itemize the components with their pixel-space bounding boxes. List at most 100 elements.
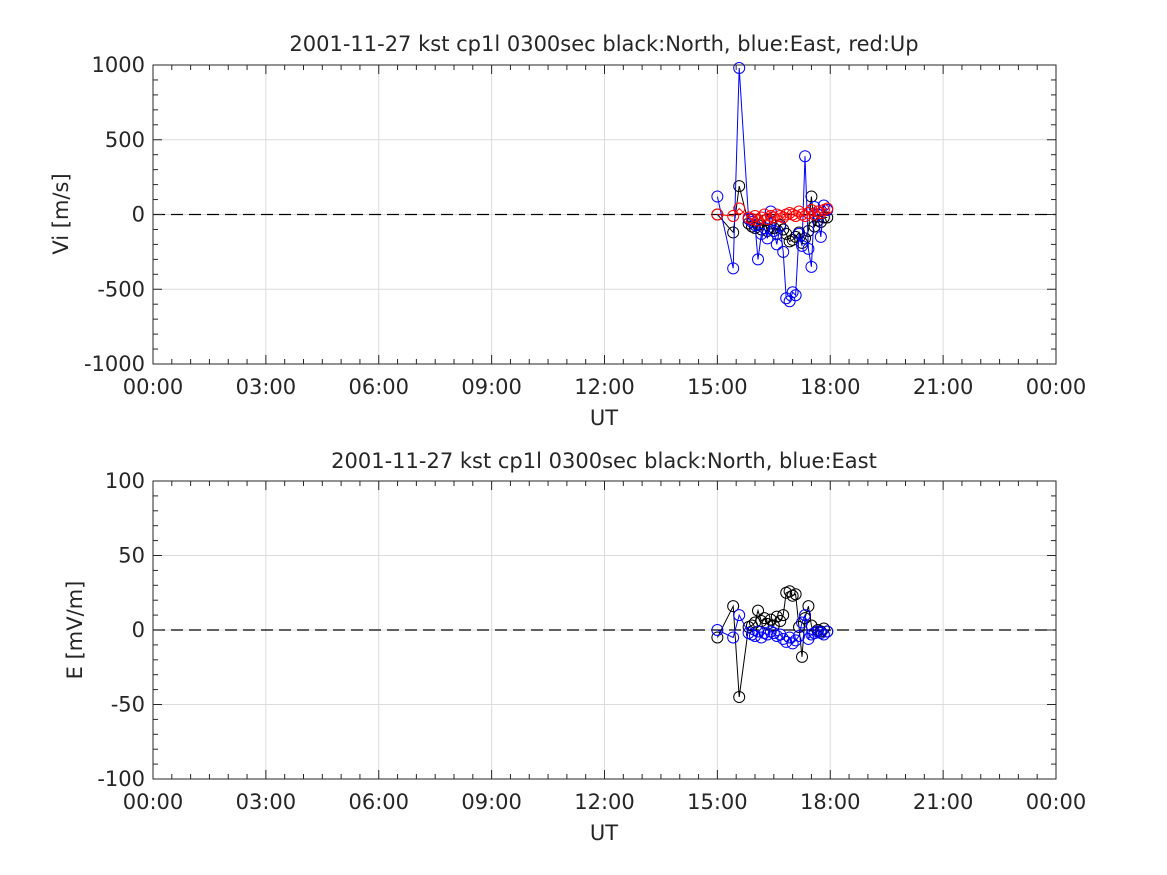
data-point [786, 286, 799, 299]
data-point [786, 233, 799, 246]
data-point [774, 220, 787, 233]
data-point [774, 615, 787, 628]
series-up [711, 202, 834, 227]
data-point [711, 631, 724, 644]
data-point [789, 588, 802, 601]
data-point [789, 634, 802, 647]
data-point [727, 262, 740, 275]
data-point [733, 202, 746, 215]
data-point [752, 214, 765, 227]
data-point [752, 625, 765, 638]
data-point [727, 600, 740, 613]
data-point [761, 628, 774, 641]
data-point [783, 295, 796, 308]
panel-electric-field: 00:00 03:00 06:00 09:00 12:00 15:00 18:00 21:00… [63, 449, 1086, 845]
x-axis-label: UT [590, 821, 618, 845]
data-point [808, 201, 821, 214]
x-tick-label: 15:00 [687, 790, 748, 814]
data-point [799, 232, 812, 245]
data-point [770, 610, 783, 623]
data-point [805, 260, 818, 273]
data-point [752, 218, 765, 231]
data-point [789, 209, 802, 222]
y-tick-label: -50 [111, 693, 145, 717]
data-point [761, 618, 774, 631]
data-point [796, 616, 809, 629]
x-tick-label: 09:00 [461, 790, 522, 814]
data-point [752, 253, 765, 266]
data-point [802, 207, 815, 220]
data-point [711, 190, 724, 203]
series [711, 585, 834, 704]
data-point [777, 609, 790, 622]
y-tick-label: 0 [132, 203, 145, 227]
data-point [767, 224, 780, 237]
x-tick-label: 15:00 [687, 375, 748, 399]
x-tick-label: 00:00 [123, 375, 184, 399]
data-point [821, 211, 834, 224]
data-point [758, 612, 771, 625]
data-point [777, 211, 790, 224]
y-tick-label: 50 [118, 544, 145, 568]
data-point [777, 245, 790, 258]
data-point [727, 631, 740, 644]
x-tick-label: 00:00 [1026, 375, 1087, 399]
data-point [814, 207, 827, 220]
data-point [711, 208, 724, 221]
data-point [755, 227, 768, 240]
data-point [745, 212, 758, 225]
data-point [793, 629, 806, 642]
chart-title: 2001-11-27 kst cp1l 0300sec black:North,… [331, 449, 877, 473]
data-point [814, 230, 827, 243]
data-point [805, 619, 818, 632]
y-tick-label: 100 [105, 469, 145, 493]
series [711, 61, 834, 308]
x-tick-label: 21:00 [913, 375, 974, 399]
x-tick-label: 09:00 [461, 375, 522, 399]
data-point [711, 624, 724, 636]
data-point [767, 626, 780, 639]
data-point [733, 180, 746, 193]
x-tick-label: 21:00 [913, 790, 974, 814]
x-tick-label: 00:00 [1026, 790, 1087, 814]
data-point [770, 238, 783, 251]
data-point [821, 625, 834, 638]
data-point [780, 635, 793, 648]
data-point [733, 609, 746, 622]
x-tick-label: 06:00 [348, 790, 409, 814]
data-point [764, 613, 777, 626]
series-east [711, 609, 834, 650]
data-point [793, 227, 806, 240]
x-tick-label: 03:00 [236, 375, 297, 399]
y-tick-label: 500 [105, 128, 145, 152]
data-point [789, 230, 802, 243]
data-point [789, 289, 802, 302]
data-point [733, 691, 746, 704]
x-tick-label: 12:00 [574, 790, 635, 814]
data-point [817, 199, 830, 212]
y-tick-label: -1000 [84, 352, 145, 376]
data-point [783, 631, 796, 644]
y-axis-label: E [mV/m] [63, 581, 87, 680]
chart-title: 2001-11-27 kst cp1l 0300sec black:North,… [289, 32, 918, 56]
data-point [786, 637, 799, 650]
y-tick-label: -100 [97, 767, 145, 791]
axes: 00:00 03:00 06:00 09:00 12:00 15:00 18:00 21:00… [84, 53, 1086, 399]
data-point [796, 650, 809, 663]
data-point [727, 209, 740, 222]
panel-velocity: 00:00 03:00 06:00 09:00 12:00 15:00 18:00 21:00… [49, 32, 1086, 430]
y-tick-label: 0 [132, 618, 145, 642]
data-point [796, 239, 809, 252]
data-point [727, 226, 740, 239]
data-point [755, 211, 768, 224]
data-point [761, 232, 774, 245]
data-point [793, 205, 806, 218]
data-point [733, 61, 746, 74]
y-tick-label: 1000 [92, 53, 145, 77]
data-point [817, 628, 830, 641]
data-point [749, 221, 761, 234]
data-point [799, 609, 812, 622]
x-tick-label: 18:00 [800, 375, 861, 399]
x-axis-label: UT [590, 406, 618, 430]
